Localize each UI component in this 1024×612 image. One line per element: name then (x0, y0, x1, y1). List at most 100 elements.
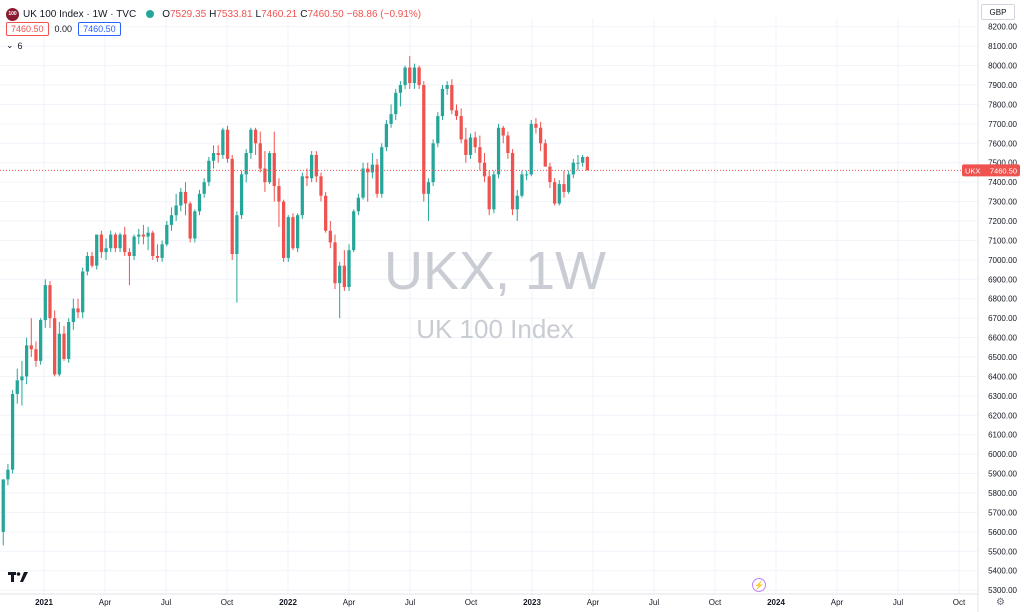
y-tick-label: 5500.00 (988, 547, 1017, 556)
candle-body (552, 182, 557, 204)
candle-body (6, 469, 10, 480)
x-tick-label: 2021 (35, 598, 53, 607)
bid-ask-row: 7460.50 0.00 7460.50 (6, 22, 121, 36)
candle (426, 178, 431, 222)
candle (347, 244, 351, 291)
candle (43, 279, 47, 328)
candle-body (333, 242, 337, 284)
indicators-toggle[interactable]: ⌄ 6 (6, 40, 23, 51)
candle (548, 162, 552, 188)
candle (188, 201, 192, 243)
candle (328, 221, 332, 249)
candle (515, 189, 519, 222)
candle-body (57, 333, 61, 375)
open-label: O (162, 8, 170, 20)
candle (562, 170, 566, 198)
candle-body (141, 234, 146, 237)
candle (193, 209, 197, 243)
candle (571, 158, 575, 179)
candle (538, 121, 543, 152)
candle-body (300, 176, 304, 216)
candle (1, 479, 5, 546)
candle-body (352, 211, 356, 251)
candle (375, 158, 379, 198)
y-tick-label: 7000.00 (988, 256, 1017, 265)
x-tick-label: Oct (709, 598, 722, 607)
sell-button[interactable]: 7460.50 (6, 22, 49, 36)
candle (543, 139, 547, 167)
candle (417, 65, 421, 89)
tradingview-logo-icon[interactable] (8, 572, 28, 586)
candle-body (67, 322, 71, 359)
candle (300, 172, 304, 220)
candle-body (324, 195, 328, 231)
x-tick-label: Oct (953, 598, 966, 607)
candle (267, 151, 272, 185)
symbol-title[interactable]: UK 100 Index · 1W · TVC (23, 8, 137, 20)
settings-gear-icon[interactable]: ⚙ (996, 597, 1005, 608)
candle-body (15, 380, 19, 394)
candle (281, 199, 286, 262)
candle (567, 170, 571, 194)
y-tick-label: 6400.00 (988, 372, 1017, 381)
candle-body (193, 211, 197, 239)
candle-body (281, 201, 286, 258)
x-tick-label: Jul (405, 598, 415, 607)
candle-body (473, 137, 477, 148)
candle (478, 135, 482, 171)
candle-body (104, 248, 108, 253)
candle (132, 234, 136, 260)
candle-body (146, 232, 150, 237)
candle-body (291, 217, 295, 249)
candle (53, 310, 57, 377)
candle (291, 213, 295, 251)
candle-body (90, 255, 94, 266)
candle-body (225, 129, 230, 159)
y-tick-label: 8200.00 (988, 23, 1017, 32)
candle (151, 230, 155, 260)
candle-body (43, 285, 47, 321)
buy-button[interactable]: 7460.50 (78, 22, 121, 36)
flash-icon[interactable]: ⚡ (752, 578, 766, 592)
y-tick-label: 5900.00 (988, 470, 1017, 479)
candle-body (338, 265, 342, 284)
candle-body (487, 176, 491, 210)
y-tick-label: 6300.00 (988, 392, 1017, 401)
candle-body (370, 164, 375, 173)
candle (225, 125, 230, 163)
candle-body (562, 184, 566, 192)
y-tick-label: 7100.00 (988, 236, 1017, 245)
candle (160, 240, 164, 262)
candle-body (515, 195, 519, 210)
x-tick-label: Oct (221, 598, 234, 607)
candle (361, 162, 365, 200)
x-tick-label: Apr (343, 598, 356, 607)
y-tick-label: 7500.00 (988, 159, 1017, 168)
candle (506, 131, 510, 159)
candle (67, 318, 71, 363)
candle-body (529, 123, 533, 175)
close-label: C (300, 8, 308, 20)
candle-body (216, 153, 220, 155)
candle-body (445, 85, 449, 89)
candle (109, 230, 113, 253)
candle-body (459, 116, 463, 140)
candle (552, 178, 557, 206)
candle-body (468, 137, 473, 155)
y-tick-label: 6000.00 (988, 450, 1017, 459)
candle (389, 104, 393, 128)
candle (230, 154, 234, 260)
candle-body (207, 160, 211, 183)
candle (253, 127, 258, 155)
candle (482, 153, 487, 183)
candle (71, 298, 75, 330)
candle (431, 139, 435, 187)
currency-button[interactable]: GBP (981, 4, 1015, 20)
candle-body (581, 157, 585, 163)
y-tick-label: 5800.00 (988, 489, 1017, 498)
candle (165, 221, 169, 247)
candle (520, 170, 524, 198)
symbol-legend[interactable]: 100 UK 100 Index · 1W · TVC O 7529.35 H … (6, 6, 424, 22)
candle (333, 234, 337, 290)
